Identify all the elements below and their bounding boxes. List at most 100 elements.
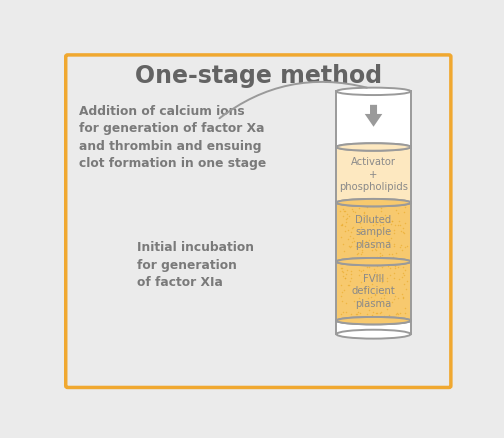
Ellipse shape xyxy=(337,317,411,325)
Point xyxy=(342,308,350,315)
Point xyxy=(394,311,402,318)
Point xyxy=(356,220,364,227)
Point xyxy=(368,311,376,318)
Point xyxy=(369,308,377,315)
Point xyxy=(338,222,346,229)
Point xyxy=(398,273,406,280)
Point xyxy=(364,216,372,223)
Text: FVIII
deficient
plasma: FVIII deficient plasma xyxy=(352,274,396,309)
Ellipse shape xyxy=(337,330,411,339)
Point xyxy=(403,243,411,250)
Point xyxy=(361,213,369,220)
Point xyxy=(368,280,376,287)
Point xyxy=(371,238,379,245)
Text: Activator
+
phospholipids: Activator + phospholipids xyxy=(339,157,408,192)
Point xyxy=(397,227,405,234)
Point xyxy=(390,269,398,276)
Point xyxy=(339,206,347,213)
Point xyxy=(339,309,347,316)
Point xyxy=(347,275,355,282)
Point xyxy=(372,314,381,321)
Point xyxy=(341,227,349,234)
Point xyxy=(348,238,356,245)
Point xyxy=(341,208,349,215)
Point xyxy=(395,295,403,302)
Point xyxy=(399,225,407,232)
Point xyxy=(388,299,396,306)
Bar xyxy=(337,147,411,203)
Point xyxy=(373,297,382,304)
Point xyxy=(339,272,347,279)
Point xyxy=(338,221,346,228)
Point xyxy=(357,238,365,245)
Bar xyxy=(337,321,411,334)
Point xyxy=(369,265,377,272)
Point xyxy=(337,265,345,272)
Ellipse shape xyxy=(337,143,411,151)
Point xyxy=(339,241,347,248)
Point xyxy=(400,208,408,215)
Point xyxy=(394,263,402,270)
Text: Initial incubation
for generation
of factor XIa: Initial incubation for generation of fac… xyxy=(137,241,254,290)
Point xyxy=(365,307,373,314)
Point xyxy=(360,273,368,280)
Point xyxy=(345,242,353,249)
Point xyxy=(349,235,357,242)
Point xyxy=(382,243,390,250)
Point xyxy=(340,248,348,255)
Point xyxy=(388,217,396,224)
Point xyxy=(336,208,344,215)
Point xyxy=(396,309,404,316)
Point xyxy=(350,237,358,244)
Point xyxy=(337,311,345,318)
Point xyxy=(352,310,360,317)
Point xyxy=(395,276,403,283)
Point xyxy=(378,251,386,258)
Point xyxy=(398,246,406,253)
Point xyxy=(388,254,396,261)
Point xyxy=(374,287,383,294)
Point xyxy=(387,285,395,292)
Point xyxy=(388,251,396,258)
Point xyxy=(371,218,379,225)
Point xyxy=(375,310,384,317)
Point xyxy=(357,278,365,285)
Point xyxy=(342,271,350,278)
Point xyxy=(379,226,387,233)
Point xyxy=(340,286,348,293)
Text: One-stage method: One-stage method xyxy=(135,64,382,88)
Point xyxy=(377,207,385,214)
Point xyxy=(366,240,374,247)
Point xyxy=(379,299,387,306)
Point xyxy=(401,309,409,316)
Point xyxy=(354,308,362,315)
Text: Addition of calcium ions
for generation of factor Xa
and thrombin and ensuing
cl: Addition of calcium ions for generation … xyxy=(79,105,266,170)
Ellipse shape xyxy=(337,143,411,151)
Point xyxy=(361,286,369,293)
Point xyxy=(375,285,384,292)
Point xyxy=(349,208,357,215)
Point xyxy=(347,271,355,278)
Point xyxy=(396,221,404,228)
Point xyxy=(338,297,346,304)
Point xyxy=(347,243,355,250)
Point xyxy=(376,253,384,260)
Point xyxy=(390,240,398,247)
Point xyxy=(372,246,380,253)
Point xyxy=(400,230,408,237)
Point xyxy=(358,255,366,262)
Point xyxy=(343,266,351,273)
Ellipse shape xyxy=(337,317,411,325)
Point xyxy=(362,264,370,271)
Point xyxy=(355,229,363,236)
Point xyxy=(348,224,356,231)
Point xyxy=(393,310,401,317)
Point xyxy=(388,218,396,225)
FancyBboxPatch shape xyxy=(66,55,451,388)
Point xyxy=(348,254,356,261)
Point xyxy=(385,237,393,244)
Point xyxy=(355,272,363,279)
Point xyxy=(379,262,387,269)
Point xyxy=(346,233,354,240)
Point xyxy=(360,208,368,215)
